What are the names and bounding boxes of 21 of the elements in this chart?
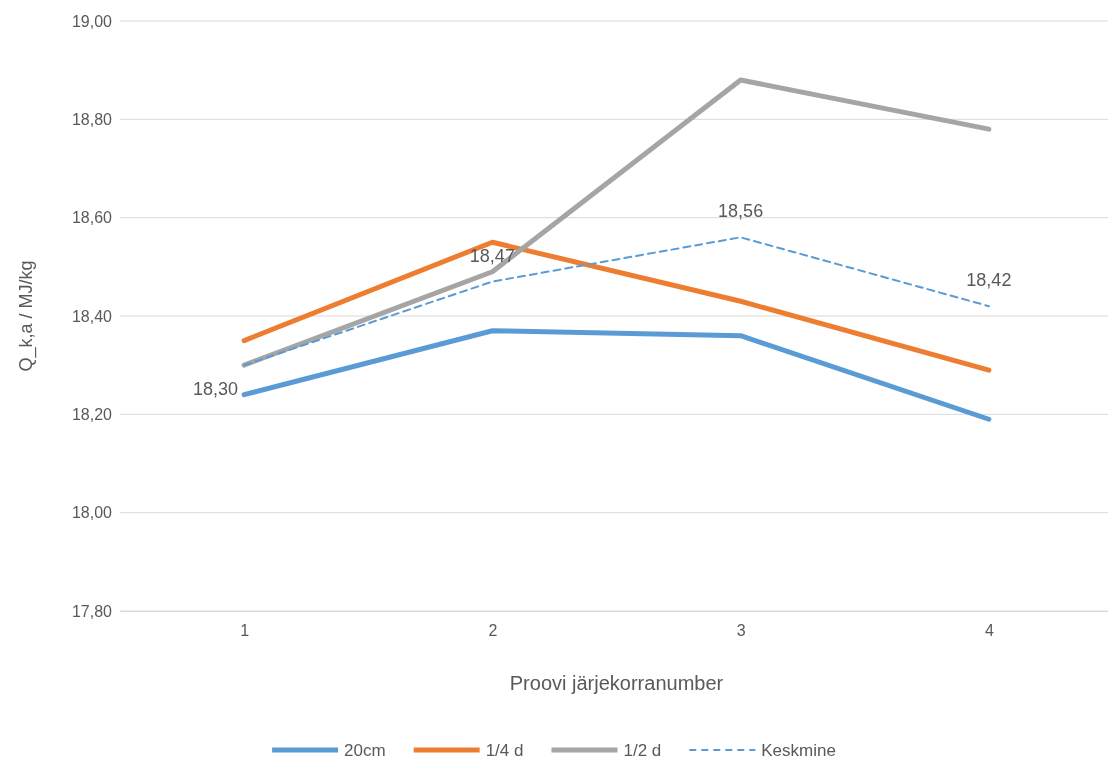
y-axis-title: Q_k,a / MJ/kg bbox=[16, 260, 37, 372]
data-label: 18,42 bbox=[966, 270, 1012, 291]
y-tick-label: 18,40 bbox=[71, 307, 113, 325]
x-tick-label: 1 bbox=[240, 622, 250, 640]
legend-label: Keskmine bbox=[761, 741, 836, 760]
data-label: 18,47 bbox=[469, 245, 515, 266]
y-tick-label: 17,80 bbox=[71, 602, 113, 620]
legend-label: 20cm bbox=[344, 741, 386, 760]
legend-label: 1/2 d bbox=[623, 741, 662, 760]
data-label: 18,30 bbox=[193, 379, 239, 400]
legend-label: 1/4 d bbox=[485, 741, 524, 760]
x-tick-label: 4 bbox=[984, 622, 994, 640]
x-tick-label: 2 bbox=[488, 622, 498, 640]
y-tick-label: 18,00 bbox=[71, 504, 113, 522]
x-axis-title: Proovi järjekorranumber bbox=[509, 672, 724, 694]
y-tick-label: 18,80 bbox=[71, 110, 113, 128]
x-tick-label: 3 bbox=[736, 622, 746, 640]
data-label: 18,56 bbox=[718, 201, 764, 222]
y-tick-label: 19,00 bbox=[71, 12, 113, 30]
y-tick-label: 18,20 bbox=[71, 405, 113, 423]
y-tick-label: 18,60 bbox=[71, 209, 113, 227]
